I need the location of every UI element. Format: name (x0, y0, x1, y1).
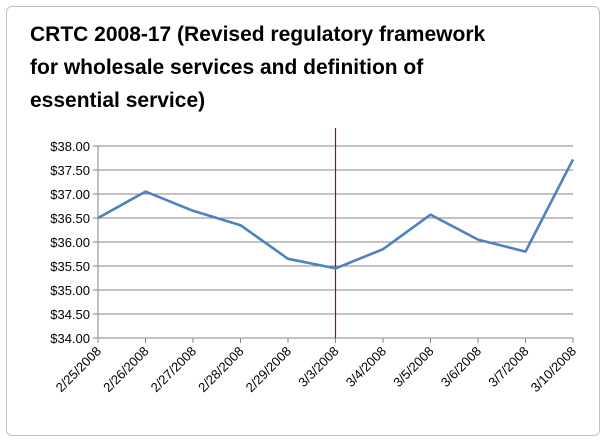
chart-title: CRTC 2008-17 (Revised regulatory framewo… (30, 23, 486, 112)
y-tick-label: $38.00 (50, 139, 90, 154)
y-tick-label: $34.50 (50, 307, 90, 322)
y-tick-label: $36.00 (50, 235, 90, 250)
y-tick-label: $37.00 (50, 187, 90, 202)
x-tick-label: 2/27/2008 (148, 344, 200, 396)
x-tick-label: 2/25/2008 (53, 344, 105, 396)
x-tick-label: 3/3/2008 (295, 344, 341, 390)
y-tick-label: $36.50 (50, 211, 90, 226)
x-tick-label: 3/4/2008 (343, 344, 389, 390)
y-tick-label: $37.50 (50, 163, 90, 178)
y-tick-label: $35.00 (50, 283, 90, 298)
chart-frame (6, 6, 600, 436)
x-tick-label: 3/10/2008 (528, 344, 580, 396)
x-tick-label: 2/29/2008 (243, 344, 295, 396)
x-tick-label: 2/28/2008 (195, 344, 247, 396)
x-tick-label: 3/6/2008 (438, 344, 484, 390)
x-tick-label: 3/5/2008 (390, 344, 436, 390)
series-line (97, 158, 575, 270)
y-tick-label: $35.50 (50, 259, 90, 274)
x-tick-label: 3/7/2008 (485, 344, 531, 390)
x-tick-label: 2/26/2008 (100, 344, 152, 396)
y-tick-label: $34.00 (50, 331, 90, 346)
